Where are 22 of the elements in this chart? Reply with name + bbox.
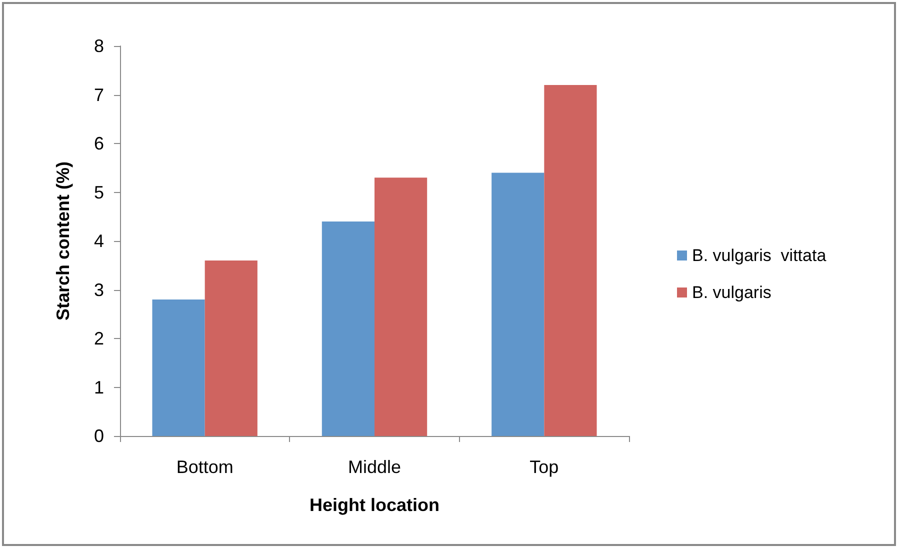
bar [322,222,374,436]
bar [204,260,258,436]
legend-label: B. vulgaris [692,283,772,302]
y-tick-label: 1 [94,377,104,398]
x-tick-label: Bottom [176,457,234,477]
bar [492,172,544,436]
y-tick-label: 7 [94,84,104,105]
bar [152,300,205,436]
x-tick-label: Middle [348,457,402,477]
x-axis-title: Height location [310,495,440,515]
bar [544,85,597,436]
y-tick-label: 6 [94,134,104,154]
y-tick-label: 5 [94,182,104,202]
y-tick-label: 3 [94,280,104,300]
bar [374,178,428,436]
y-axis-title: Starch content (%) [53,161,73,321]
y-tick-label: 8 [94,36,104,56]
y-tick-label: 4 [94,231,104,251]
legend-label: B. vulgaris vittata [692,246,827,265]
x-tick-label: Top [530,457,559,477]
y-tick-label: 2 [94,328,104,348]
y-tick-label: 0 [94,426,104,446]
